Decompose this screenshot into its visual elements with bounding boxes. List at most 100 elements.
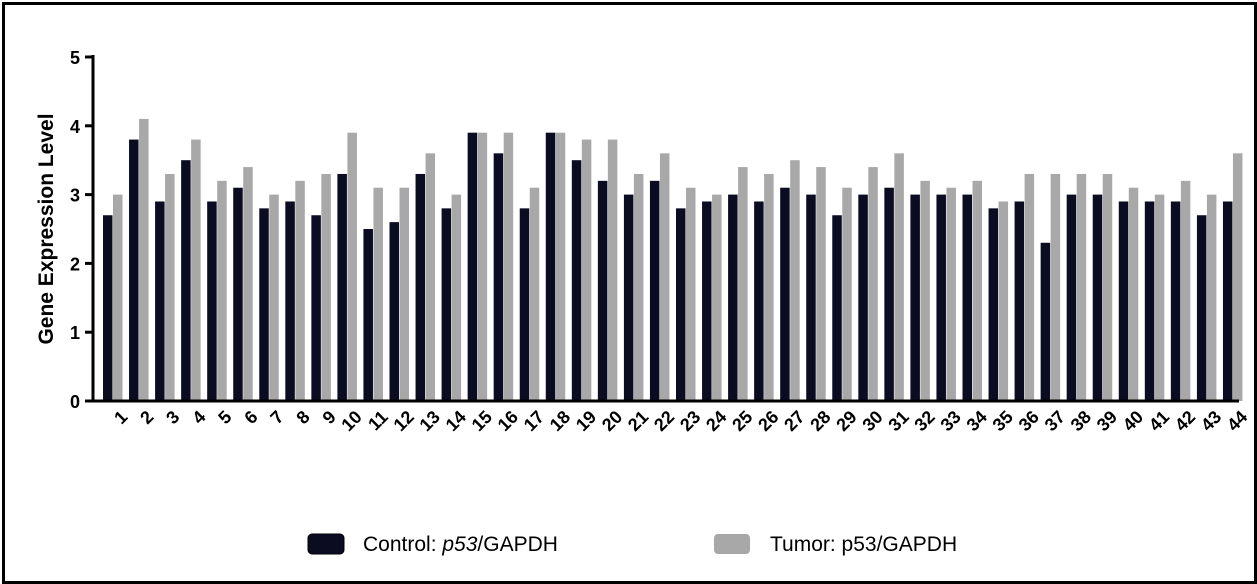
bar-tumor-18: [555, 132, 566, 401]
bar-tumor-38: [1076, 173, 1087, 401]
bar-tumor-36: [1024, 173, 1035, 401]
x-tick-label-10: 10: [337, 407, 365, 435]
bar-control-4: [181, 160, 191, 401]
bar-tumor-12: [399, 187, 409, 401]
bar-tumor-39: [1102, 173, 1113, 401]
x-tick-label-9: 9: [319, 407, 340, 428]
y-tick-label-3: 3: [70, 186, 80, 206]
bar-tumor-2: [139, 118, 149, 402]
x-tick-label-31: 31: [884, 407, 912, 435]
bar-control-8: [285, 201, 295, 401]
bar-tumor-37: [1050, 173, 1061, 401]
bar-control-14: [441, 208, 452, 401]
bar-tumor-21: [633, 173, 644, 401]
x-tick-label-32: 32: [910, 407, 938, 435]
x-tick-label-30: 30: [858, 407, 886, 435]
bar-tumor-27: [790, 160, 800, 401]
x-tick-label-42: 42: [1171, 407, 1199, 435]
y-ticks-layer: 0 1 2 3 4 5: [70, 48, 93, 412]
bar-tumor-22: [659, 153, 670, 401]
bar-control-23: [676, 208, 686, 401]
x-tick-label-39: 39: [1093, 407, 1121, 435]
bar-control-24: [702, 201, 712, 401]
bar-tumor-23: [686, 187, 696, 401]
bar-control-34: [962, 194, 972, 401]
bar-tumor-31: [894, 153, 904, 401]
bar-tumor-42: [1180, 180, 1191, 401]
bar-tumor-10: [347, 132, 357, 401]
y-tick-label-4: 4: [70, 117, 80, 137]
x-tick-label-16: 16: [494, 407, 522, 435]
x-tick-label-14: 14: [442, 407, 470, 435]
bar-tumor-34: [972, 180, 982, 401]
bar-tumor-29: [842, 187, 852, 401]
bar-control-18: [545, 132, 556, 401]
legend-label-control: Control: p53/GAPDH: [363, 533, 558, 556]
bar-tumor-26: [764, 173, 774, 401]
legend-label-control-suffix: /GAPDH: [477, 533, 558, 556]
bar-tumor-24: [712, 194, 722, 401]
bar-control-12: [389, 222, 399, 401]
x-tick-label-44: 44: [1223, 407, 1251, 435]
bar-control-32: [910, 194, 920, 401]
bar-control-20: [597, 180, 608, 401]
x-tick-label-23: 23: [676, 407, 704, 435]
bar-control-35: [988, 208, 999, 401]
bar-tumor-17: [529, 187, 540, 401]
x-tick-label-13: 13: [416, 407, 444, 435]
bar-control-42: [1170, 201, 1181, 401]
x-tick-label-37: 37: [1041, 407, 1069, 435]
x-tick-label-8: 8: [292, 407, 313, 428]
x-tick-label-4: 4: [188, 407, 209, 428]
legend-swatch-tumor: [714, 534, 750, 554]
bar-control-3: [155, 201, 165, 401]
x-tick-label-28: 28: [806, 407, 834, 435]
bar-tumor-32: [920, 180, 930, 401]
bar-control-39: [1092, 194, 1103, 401]
bar-tumor-19: [581, 139, 592, 401]
x-tick-label-7: 7: [266, 407, 287, 428]
x-tick-label-22: 22: [650, 407, 678, 435]
y-tick-label-2: 2: [70, 254, 80, 274]
bar-control-6: [233, 187, 243, 401]
bar-tumor-35: [998, 201, 1009, 401]
bar-control-41: [1144, 201, 1155, 401]
x-ticks-layer: 1 2 3 4 5 6 7 8 91011121314151617181920212223242…: [110, 407, 1251, 435]
bar-control-7: [259, 208, 269, 401]
bar-tumor-11: [373, 187, 383, 401]
bar-control-15: [467, 132, 478, 401]
bar-tumor-14: [451, 194, 462, 401]
x-tick-label-1: 1: [110, 407, 131, 428]
bar-control-2: [129, 139, 139, 401]
x-tick-label-25: 25: [728, 407, 756, 435]
bar-tumor-41: [1154, 194, 1165, 401]
bar-tumor-30: [868, 167, 878, 401]
bar-control-44: [1222, 201, 1233, 401]
x-tick-label-5: 5: [214, 407, 235, 428]
x-tick-label-29: 29: [832, 407, 860, 435]
bar-tumor-16: [503, 132, 514, 401]
legend-swatch-control: [307, 533, 345, 555]
x-tick-label-26: 26: [754, 407, 782, 435]
x-tick-label-12: 12: [390, 407, 418, 435]
bar-control-17: [519, 208, 530, 401]
bar-tumor-8: [295, 180, 305, 401]
bar-control-29: [832, 215, 842, 401]
bars-layer: [103, 118, 1243, 402]
x-tick-label-2: 2: [136, 407, 157, 428]
x-tick-label-27: 27: [780, 407, 808, 435]
y-axis-title: Gene Expression Level: [35, 113, 58, 344]
x-tick-label-20: 20: [598, 407, 626, 435]
x-tick-label-33: 33: [937, 407, 965, 435]
x-tick-label-36: 36: [1015, 407, 1043, 435]
bar-tumor-1: [113, 194, 123, 401]
bar-tumor-28: [816, 167, 826, 401]
bar-control-28: [806, 194, 816, 401]
bar-control-33: [936, 194, 946, 401]
bar-control-9: [311, 215, 321, 401]
bar-tumor-25: [738, 167, 748, 401]
bar-tumor-44: [1232, 153, 1243, 401]
bar-tumor-33: [946, 187, 956, 401]
bar-control-30: [858, 194, 868, 401]
